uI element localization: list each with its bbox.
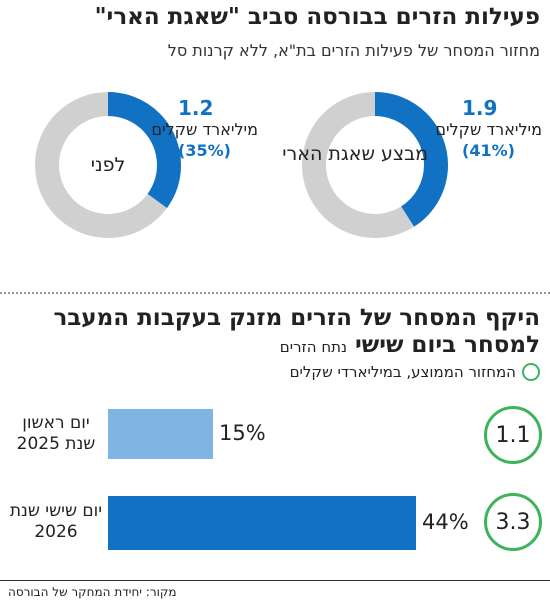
donut-operation-value: 1.9 xyxy=(462,96,498,120)
chart-title: פעילות הזרים בבורסה סביב "שאגת הארי" xyxy=(94,4,540,30)
bar-row1-pct: 15% xyxy=(219,421,266,445)
donut-operation-unit: מיליארד שקלים xyxy=(435,120,542,139)
avg-circle-row1: 1.1 xyxy=(484,406,542,464)
footer-line xyxy=(0,580,550,581)
legend: המחזור הממוצע, במיליארדי שקלים xyxy=(290,363,540,381)
donut-before-pct: (35%) xyxy=(178,141,231,160)
section2-tag: נתח הזרים xyxy=(279,338,347,356)
row-label-2: יום שישי שנת 2026 xyxy=(9,501,103,542)
donut-before xyxy=(35,92,181,238)
donut-operation-slice xyxy=(302,92,448,238)
donut-operation xyxy=(302,92,448,238)
bar-row2 xyxy=(108,496,416,550)
donut-operation-center: מבצע שאגת הארי xyxy=(282,143,428,165)
donut-before-label: 1.2 מיליארד שקלים (35%) xyxy=(151,96,258,161)
bar-row2-pct: 44% xyxy=(422,510,469,534)
legend-circle-icon xyxy=(522,363,540,381)
bar-row1 xyxy=(108,409,213,459)
donut-operation-pct: (41%) xyxy=(462,141,515,160)
section-divider xyxy=(0,292,550,294)
chart-subtitle: מחזור המסחר של פעילות הזרים בת"א, ללא קר… xyxy=(167,41,540,60)
donut-operation-label: 1.9 מיליארד שקלים (41%) xyxy=(435,96,542,161)
section2-title: היקף המסחר של הזרים מזנק בעקבות המעבר למ… xyxy=(8,305,540,361)
donut-before-slice xyxy=(35,92,181,238)
row-label-1: יום ראשון שנת 2025 xyxy=(16,413,96,454)
donut-before-unit: מיליארד שקלים xyxy=(151,120,258,139)
legend-label: המחזור הממוצע, במיליארדי שקלים xyxy=(289,363,516,381)
avg-circle-row2: 3.3 xyxy=(484,493,542,551)
donut-before-value: 1.2 xyxy=(178,96,214,120)
section2-title-text: היקף המסחר של הזרים מזנק בעקבות המעבר למ… xyxy=(53,305,540,358)
source-note: מקור: יחידת המחקר של הבורסה xyxy=(8,585,177,599)
donut-before-center: לפני xyxy=(90,154,126,176)
